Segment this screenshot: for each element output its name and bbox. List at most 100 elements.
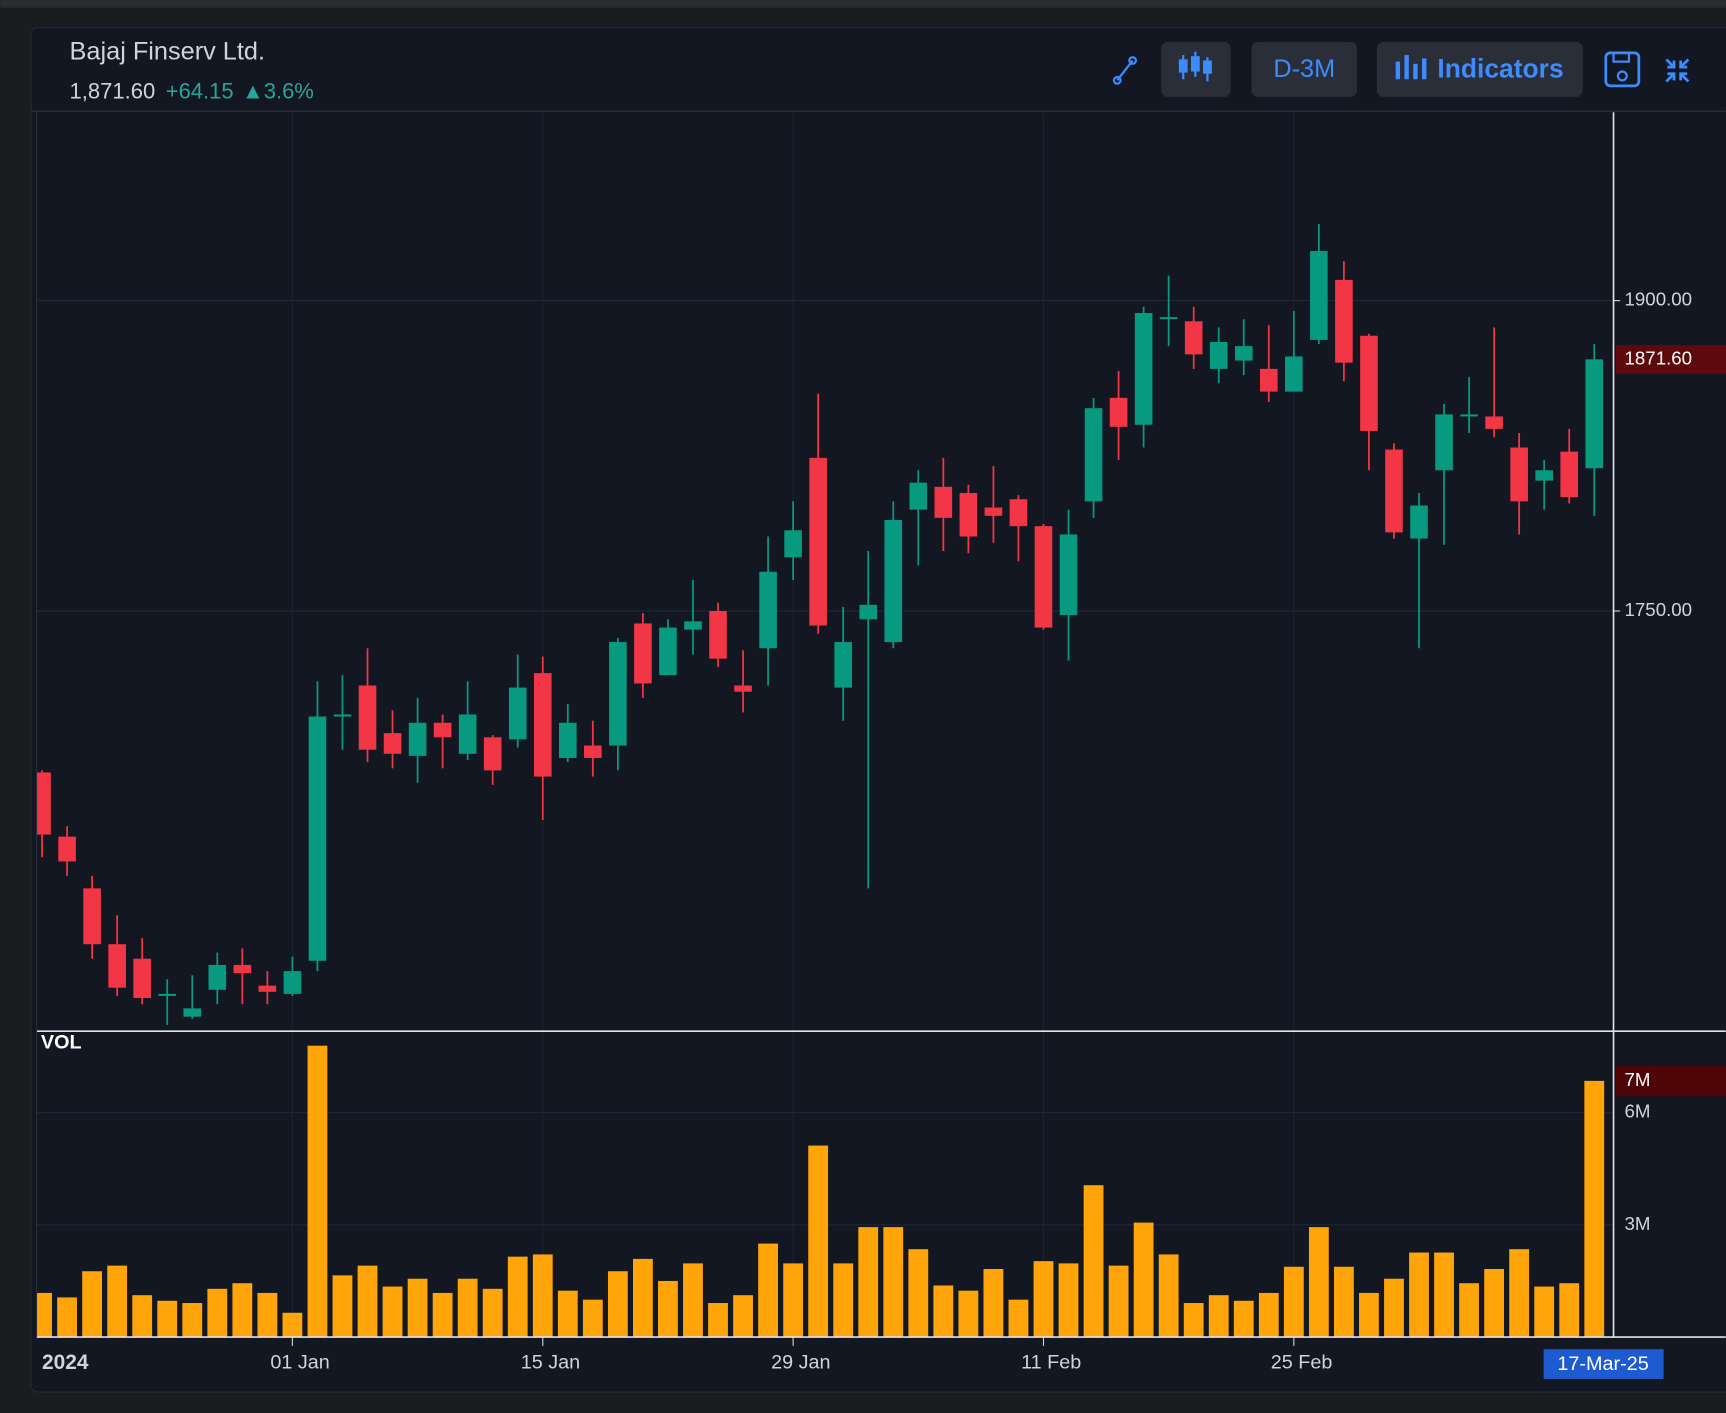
candle-body: [834, 642, 852, 688]
volume-bar: [207, 1288, 228, 1338]
chart-type-button[interactable]: [1161, 41, 1231, 97]
candle-body: [609, 642, 627, 746]
candle-body: [258, 985, 277, 992]
save-button[interactable]: [1604, 51, 1641, 88]
volume-bar: [1484, 1268, 1505, 1338]
volume-bar: [1008, 1299, 1029, 1338]
candle-body: [108, 944, 126, 988]
candle-body: [1335, 279, 1353, 363]
volume-bar: [1033, 1261, 1054, 1338]
volume-bar: [1183, 1303, 1204, 1338]
candle-body: [1510, 447, 1528, 502]
collapse-button[interactable]: [1665, 58, 1690, 83]
candle-body: [1009, 499, 1028, 527]
volume-bar: [582, 1299, 603, 1338]
axes: 1750.00 1900.00 3M 6M 2024 01 Jan 15 Jan 29 Jan…: [35, 112, 1726, 1379]
candle-body: [809, 457, 827, 626]
volume-bar: [107, 1265, 128, 1338]
last-volume-label: 7M: [1625, 1069, 1651, 1090]
last-price-box: [1615, 345, 1726, 374]
volume-bar: [432, 1292, 453, 1338]
y-tick-label: 3M: [1625, 1213, 1651, 1234]
candle-body: [1259, 368, 1278, 392]
y-tick-label: 1750.00: [1625, 599, 1693, 620]
draw-tool-button[interactable]: [1112, 56, 1138, 85]
candle-body: [634, 623, 652, 684]
candle-body: [884, 519, 903, 643]
volume-bar: [607, 1271, 628, 1338]
volume-bar: [532, 1254, 553, 1338]
price-line: 1,871.60 +64.15 ▲3.6%: [70, 78, 314, 103]
last-price-label: 1871.60: [1625, 347, 1693, 368]
volume-bar: [683, 1263, 703, 1338]
volume-bar: [407, 1278, 428, 1338]
volume-bar: [758, 1243, 778, 1338]
volume-bar: [1334, 1266, 1354, 1338]
candle-body: [383, 733, 402, 754]
candle-body: [408, 722, 427, 756]
candle-body: [233, 964, 252, 974]
candle-body: [1159, 317, 1178, 320]
candle-body: [1084, 408, 1103, 502]
price-change-pct: ▲3.6%: [242, 78, 314, 103]
candle-body: [959, 493, 978, 537]
volume-bar: [933, 1285, 954, 1338]
volume-bar: [1584, 1080, 1605, 1338]
volume-bar: [1208, 1295, 1229, 1338]
volume-bar: [357, 1265, 378, 1338]
volume-bar: [1409, 1252, 1429, 1338]
volume-bar: [557, 1290, 578, 1338]
candle-body: [659, 627, 677, 676]
interval-button[interactable]: D-3M: [1251, 41, 1358, 97]
candle-body: [483, 737, 502, 771]
candle-body: [558, 722, 577, 758]
candle-body: [1285, 356, 1303, 392]
indicators-label: Indicators: [1437, 53, 1563, 83]
volume-bar: [1233, 1300, 1254, 1338]
candle-body: [684, 621, 702, 630]
button-bg: [1376, 41, 1583, 97]
y-tick-label: 6M: [1625, 1101, 1651, 1122]
volume-bar: [833, 1263, 854, 1338]
volume-bar: [507, 1256, 528, 1338]
candle-body: [859, 604, 878, 620]
save-icon-part: [1616, 70, 1628, 82]
candle-body: [909, 482, 928, 510]
y-tick-label: 1900.00: [1625, 289, 1693, 310]
x-tick-label: 2024: [42, 1351, 89, 1374]
volume-bar: [457, 1278, 478, 1338]
candle-body: [1184, 321, 1203, 355]
volume-bar: [1258, 1292, 1279, 1338]
candle-body: [1234, 346, 1253, 361]
x-tick-label: 29 Jan: [771, 1352, 830, 1374]
price: 1,871.60: [70, 78, 156, 103]
volume-bar: [1108, 1265, 1129, 1338]
candle-body: [1034, 526, 1053, 628]
candle-body: [984, 507, 1003, 516]
candle-body: [1435, 414, 1453, 471]
candle-body: [283, 971, 302, 994]
candle-body: [358, 685, 377, 750]
volume-bar: [658, 1280, 678, 1338]
volume-bar: [1083, 1185, 1104, 1338]
indicators-button[interactable]: Indicators: [1376, 41, 1583, 97]
candle-body: [1460, 414, 1478, 417]
candle-body: [784, 530, 802, 558]
candle-body: [508, 687, 527, 740]
volume-bar: [708, 1303, 728, 1338]
x-tick-label: 15 Jan: [521, 1352, 580, 1374]
volume-bar: [132, 1295, 153, 1338]
x-tick-label: 11 Feb: [1021, 1352, 1081, 1374]
volume-bar: [157, 1300, 178, 1338]
candle-body: [1410, 505, 1428, 539]
volume-bar: [1133, 1222, 1154, 1338]
plot-area: [36, 224, 1605, 1338]
volume-bar: [1283, 1266, 1304, 1338]
save-icon-part: [1612, 51, 1631, 63]
candle-body: [1134, 312, 1153, 425]
button-bg: [1251, 41, 1358, 97]
volume-bar: [57, 1297, 77, 1338]
volume-bar: [1434, 1252, 1454, 1338]
volume-bar: [1534, 1286, 1555, 1338]
